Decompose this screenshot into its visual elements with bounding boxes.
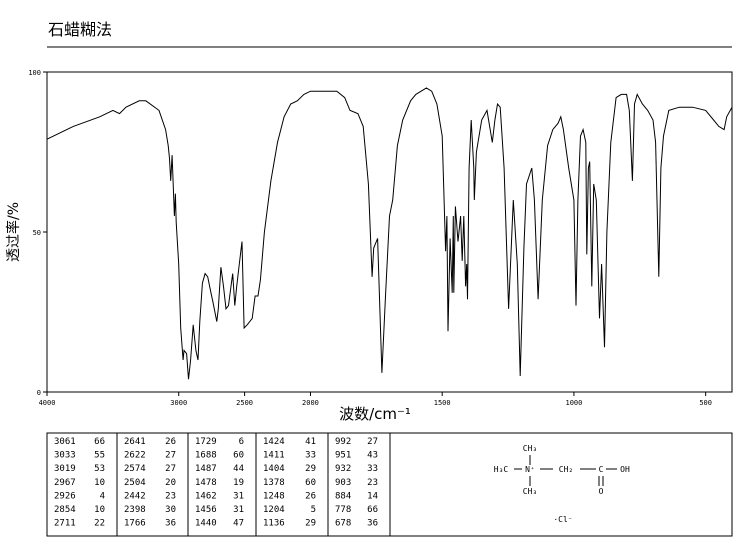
peak-wavenumber: 2854	[54, 505, 76, 515]
peak-transmittance: 33	[305, 451, 316, 461]
peak-transmittance: 26	[165, 437, 176, 447]
peak-wavenumber: 1404	[263, 464, 285, 474]
peak-transmittance: 31	[233, 505, 244, 515]
peak-wavenumber: 1688	[195, 451, 217, 461]
peak-wavenumber: 932	[335, 464, 351, 474]
peak-transmittance: 66	[367, 505, 378, 515]
spectrum-line	[46, 87, 733, 380]
structure-label: N⁺	[525, 465, 535, 474]
peak-transmittance: 43	[367, 451, 378, 461]
y-tick-label: 0	[37, 389, 41, 397]
peak-wavenumber: 2711	[54, 519, 76, 529]
peak-wavenumber: 3033	[54, 451, 76, 461]
peak-wavenumber: 1136	[263, 519, 285, 529]
peak-transmittance: 47	[233, 519, 244, 529]
peak-transmittance: 5	[311, 505, 316, 515]
peak-wavenumber: 2641	[124, 437, 146, 447]
peak-wavenumber: 951	[335, 451, 351, 461]
x-tick-label: 1000	[565, 399, 582, 407]
y-axis-label: 透过率/%	[5, 202, 22, 262]
peak-transmittance: 27	[165, 451, 176, 461]
peak-transmittance: 20	[165, 478, 176, 488]
peak-wavenumber: 2574	[124, 464, 146, 474]
peak-transmittance: 53	[94, 464, 105, 474]
peak-wavenumber: 1766	[124, 519, 146, 529]
peak-transmittance: 26	[305, 491, 316, 501]
peak-wavenumber: 992	[335, 437, 351, 447]
structure-label: O	[599, 487, 604, 496]
peak-wavenumber: 2442	[124, 491, 146, 501]
peak-wavenumber: 778	[335, 505, 351, 515]
structure-label: H₃C	[494, 465, 509, 474]
peak-wavenumber: 2398	[124, 505, 146, 515]
structure-label: CH₂	[559, 465, 573, 474]
peak-wavenumber: 1424	[263, 437, 285, 447]
peak-transmittance: 19	[233, 478, 244, 488]
peak-transmittance: 10	[94, 505, 105, 515]
x-tick-label: 2500	[236, 399, 253, 407]
peak-transmittance: 23	[165, 491, 176, 501]
peak-wavenumber: 3019	[54, 464, 76, 474]
y-tick-label: 100	[28, 69, 41, 77]
peak-wavenumber: 3061	[54, 437, 76, 447]
peak-transmittance: 6	[239, 437, 244, 447]
peak-transmittance: 27	[165, 464, 176, 474]
peak-wavenumber: 1204	[263, 505, 285, 515]
peak-wavenumber: 1411	[263, 451, 285, 461]
peak-wavenumber: 2926	[54, 491, 76, 501]
peak-wavenumber: 678	[335, 519, 351, 529]
peak-transmittance: 60	[305, 478, 316, 488]
y-tick-label: 50	[33, 229, 41, 237]
peak-transmittance: 29	[305, 519, 316, 529]
peak-transmittance: 33	[367, 464, 378, 474]
peak-transmittance: 30	[165, 505, 176, 515]
structure-label: OH	[620, 465, 630, 474]
peak-wavenumber: 1456	[195, 505, 217, 515]
peak-wavenumber: 1478	[195, 478, 217, 488]
peak-transmittance: 60	[233, 451, 244, 461]
peak-transmittance: 55	[94, 451, 105, 461]
x-tick-label: 500	[699, 399, 712, 407]
peak-wavenumber: 1462	[195, 491, 217, 501]
peak-wavenumber: 903	[335, 478, 351, 488]
peak-transmittance: 44	[233, 464, 244, 474]
structure-label: CH₃	[523, 487, 537, 496]
peak-transmittance: 10	[94, 478, 105, 488]
peak-transmittance: 36	[165, 519, 176, 529]
structure-label: CH₃	[523, 444, 537, 453]
x-tick-label: 4000	[39, 399, 56, 407]
peak-wavenumber: 884	[335, 491, 351, 501]
peak-transmittance: 22	[94, 519, 105, 529]
x-tick-label: 3000	[170, 399, 187, 407]
peak-wavenumber: 1487	[195, 464, 217, 474]
peak-transmittance: 4	[100, 491, 105, 501]
peak-wavenumber: 1378	[263, 478, 285, 488]
peak-transmittance: 66	[94, 437, 105, 447]
peak-wavenumber: 1729	[195, 437, 217, 447]
peak-wavenumber: 2504	[124, 478, 146, 488]
x-tick-label: 2000	[302, 399, 319, 407]
peak-transmittance: 41	[305, 437, 316, 447]
peak-transmittance: 29	[305, 464, 316, 474]
structure-label: C	[599, 465, 604, 474]
peak-wavenumber: 1248	[263, 491, 285, 501]
peak-wavenumber: 2622	[124, 451, 146, 461]
peak-transmittance: 36	[367, 519, 378, 529]
x-tick-label: 1500	[434, 399, 451, 407]
peak-transmittance: 27	[367, 437, 378, 447]
peak-transmittance: 31	[233, 491, 244, 501]
peak-wavenumber: 1440	[195, 519, 217, 529]
peak-transmittance: 23	[367, 478, 378, 488]
peak-transmittance: 14	[367, 491, 378, 501]
chart-title: 石蜡糊法	[48, 20, 112, 39]
x-axis-label: 波数/cm⁻¹	[339, 405, 411, 423]
structure-label: ·Cl⁻	[553, 515, 572, 524]
peak-wavenumber: 2967	[54, 478, 76, 488]
